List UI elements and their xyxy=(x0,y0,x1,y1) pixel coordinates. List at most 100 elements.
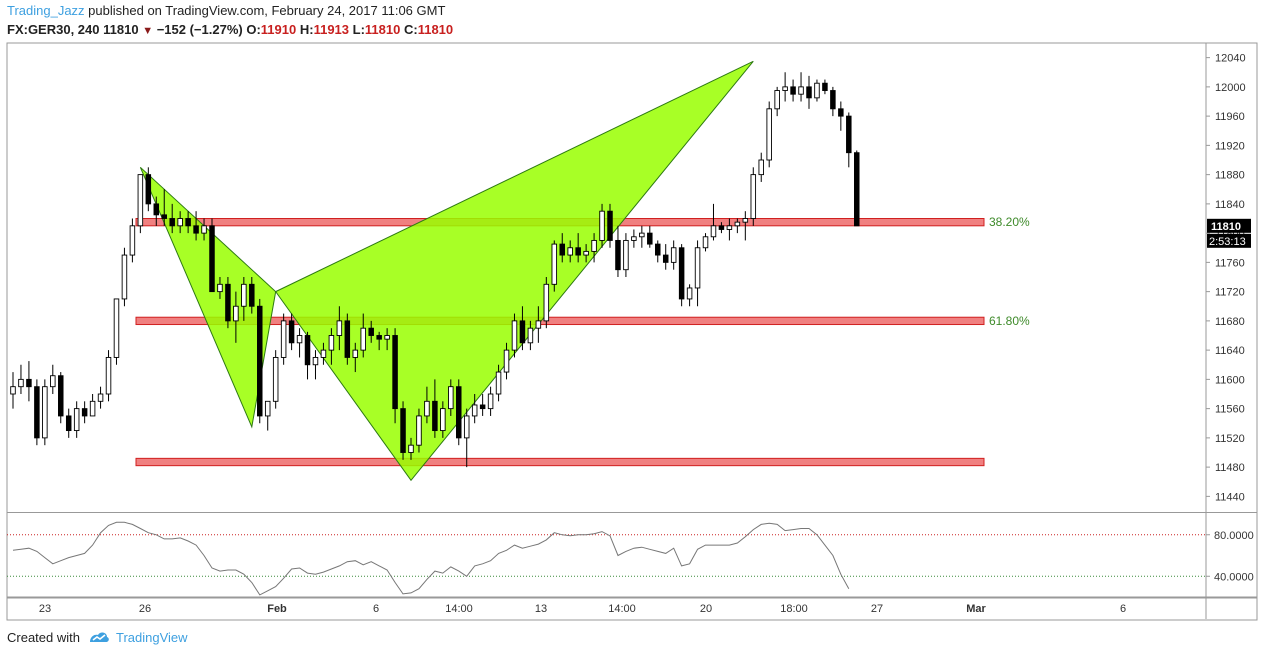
candle-body xyxy=(686,287,693,300)
candle-body xyxy=(169,218,175,227)
candle-body xyxy=(838,108,844,117)
candle-body xyxy=(233,305,239,322)
candle-body xyxy=(73,408,80,432)
y-tick-label: 11560 xyxy=(1215,404,1245,416)
candle-body xyxy=(670,247,677,263)
x-tick-label: 20 xyxy=(700,603,712,615)
candle-body xyxy=(471,404,478,417)
candle-body xyxy=(18,378,24,388)
candle-body xyxy=(50,375,56,388)
candle-body xyxy=(527,327,534,344)
candle-body xyxy=(575,247,581,256)
y-tick-label: 11960 xyxy=(1215,111,1245,123)
candle-body xyxy=(854,152,860,227)
candle-body xyxy=(264,400,271,417)
x-tick-label: 14:00 xyxy=(608,603,636,615)
candle-body xyxy=(185,218,191,227)
candle-body xyxy=(591,239,597,252)
x-tick-label: Mar xyxy=(966,603,986,615)
x-tick-label: 27 xyxy=(871,603,883,615)
candle-body xyxy=(58,375,64,417)
candle-body xyxy=(416,415,422,446)
candle-body xyxy=(288,320,295,344)
candle-body xyxy=(694,247,701,289)
candle-body xyxy=(647,232,653,245)
fib-level-label: 61.80% xyxy=(989,314,1030,328)
symbol-label: FX:GER30, 240 xyxy=(7,22,100,37)
candle-body xyxy=(639,232,645,238)
last-price: 11810 xyxy=(103,22,139,37)
x-tick-label: 6 xyxy=(1120,603,1126,615)
candle-body xyxy=(774,90,780,110)
footer-brand-link[interactable]: TradingView xyxy=(115,629,188,645)
author-link[interactable]: Trading_Jazz xyxy=(7,3,85,18)
candle-body xyxy=(257,305,263,417)
x-tick-label: 13 xyxy=(535,603,547,615)
candle-body xyxy=(599,210,605,241)
candle-body xyxy=(280,320,287,358)
rsi-tick-label: 40.0000 xyxy=(1214,571,1254,583)
close-value: 11810 xyxy=(417,22,454,37)
candle-body xyxy=(392,335,398,410)
candle-body xyxy=(344,320,351,358)
candle-body xyxy=(241,283,247,307)
high-value: 11913 xyxy=(313,22,350,37)
candle-body xyxy=(225,283,231,322)
candle-body xyxy=(734,221,741,227)
candle-body xyxy=(352,349,359,358)
candle-body xyxy=(97,393,104,402)
candle-body xyxy=(456,386,462,439)
candle-body xyxy=(432,400,438,432)
candle-body xyxy=(217,283,223,293)
candle-body xyxy=(678,247,685,300)
y-tick-label: 11640 xyxy=(1215,345,1245,357)
tradingview-logo-icon xyxy=(89,632,109,642)
candle-body xyxy=(495,371,502,395)
candle-body xyxy=(440,408,446,432)
candle-body xyxy=(272,356,279,402)
candle-body xyxy=(830,90,836,110)
countdown-box xyxy=(1207,233,1251,248)
candle-body xyxy=(376,335,382,340)
y-tick-label: 11720 xyxy=(1215,287,1245,299)
candle-body xyxy=(10,386,16,395)
candle-body xyxy=(718,225,725,230)
candle-body xyxy=(304,335,311,366)
x-tick-label: 18:00 xyxy=(780,603,808,615)
price-change: −152 (−1.27%) xyxy=(156,22,243,37)
candle-body xyxy=(463,415,470,439)
candle-body xyxy=(89,400,96,417)
countdown-label: 2:53:13 xyxy=(1209,236,1246,248)
candle-body xyxy=(766,108,772,161)
candle-body xyxy=(662,254,669,263)
candle-body xyxy=(177,218,183,227)
candle-body xyxy=(798,86,804,95)
candle-body xyxy=(65,415,72,432)
candle-body xyxy=(368,327,374,336)
candle-body xyxy=(615,239,621,271)
fib-zone xyxy=(135,316,985,326)
candle-body xyxy=(702,236,709,249)
footer: Created with TradingView xyxy=(7,627,407,647)
candle-body xyxy=(758,159,764,176)
candle-body xyxy=(782,86,788,91)
candle-body xyxy=(209,225,215,293)
last-price-box xyxy=(1207,218,1251,233)
candle-body xyxy=(193,225,199,234)
candle-body xyxy=(846,115,852,154)
candle-body xyxy=(121,254,128,300)
rsi-tick-label: 80.0000 xyxy=(1214,530,1254,542)
support-zone xyxy=(135,457,985,467)
y-tick-label: 11600 xyxy=(1215,374,1245,386)
candle-body xyxy=(487,393,494,410)
chart-header: Trading_Jazz published on TradingView.co… xyxy=(7,3,1257,37)
candle-body xyxy=(806,86,812,99)
candle-body xyxy=(384,335,390,340)
candle-body xyxy=(26,378,32,388)
fib-level-label: 38.20% xyxy=(989,215,1030,229)
low-label: L: xyxy=(352,22,365,37)
candle-body xyxy=(543,283,550,322)
candle-body xyxy=(105,356,112,395)
candle-body xyxy=(320,349,327,358)
